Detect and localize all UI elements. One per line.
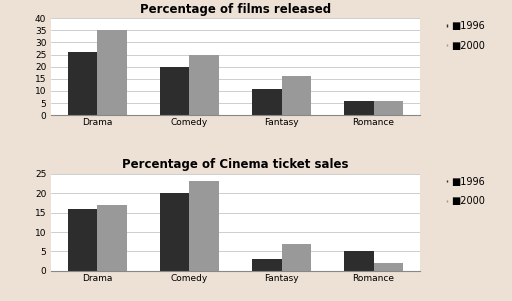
Legend: ■1996, ■2000: ■1996, ■2000 (447, 21, 485, 51)
Bar (68, 52, 97, 115)
Bar (160, 193, 189, 271)
Bar (189, 182, 219, 271)
Bar (160, 67, 189, 115)
Legend: ■1996, ■2000: ■1996, ■2000 (447, 177, 485, 206)
Bar (344, 251, 374, 271)
Bar (97, 30, 127, 115)
Bar (282, 76, 311, 115)
Bar (97, 205, 127, 271)
Title: Percentage of films released: Percentage of films released (140, 2, 331, 16)
Bar (282, 244, 311, 271)
Bar (374, 101, 403, 115)
Bar (68, 209, 97, 271)
Bar (189, 54, 219, 115)
Title: Percentage of Cinema ticket sales: Percentage of Cinema ticket sales (122, 158, 349, 171)
Bar (252, 88, 282, 115)
Bar (252, 259, 282, 271)
Bar (374, 263, 403, 271)
Bar (344, 101, 374, 115)
